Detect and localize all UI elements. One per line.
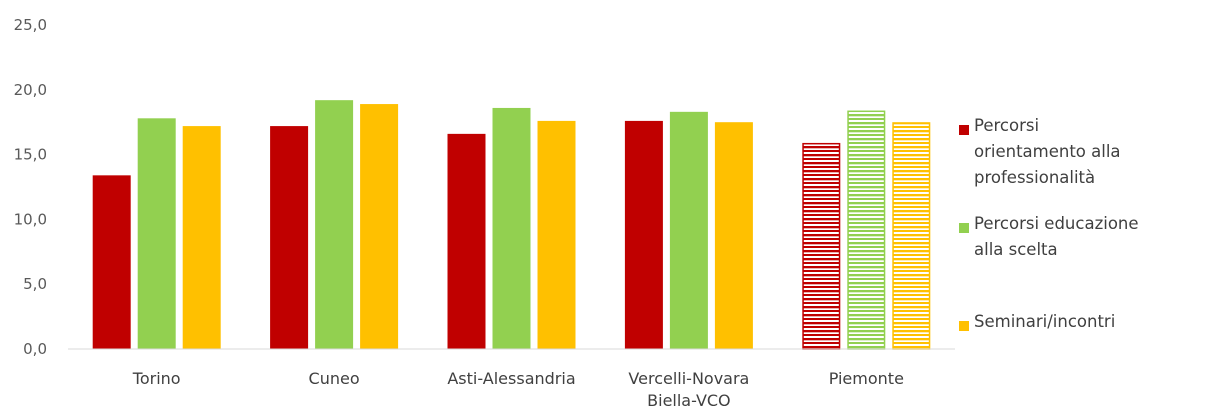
bar <box>182 126 221 349</box>
legend: Percorsi orientamento alla professionalità… <box>959 116 1139 331</box>
legend-swatch <box>959 125 969 135</box>
legend-swatch <box>959 223 969 233</box>
legend-item: Percorsi orientamento alla professionalità <box>959 116 1121 187</box>
y-tick-label: 10,0 <box>14 210 47 228</box>
bar <box>802 142 841 350</box>
y-tick-label: 0,0 <box>23 340 47 358</box>
bar <box>714 122 753 349</box>
plot-area <box>92 100 931 350</box>
bar <box>892 122 931 350</box>
bar <box>492 107 531 349</box>
y-tick-label: 5,0 <box>23 275 47 293</box>
legend-label: Seminari/incontri <box>974 312 1115 331</box>
y-tick-label: 15,0 <box>14 146 47 164</box>
legend-label: Percorsi orientamento alla professionalità <box>974 116 1121 187</box>
bar <box>270 126 309 349</box>
legend-swatch <box>959 321 969 331</box>
y-tick-label: 20,0 <box>14 81 47 99</box>
bar <box>447 133 486 349</box>
x-tick-label: Vercelli-Novara Biella-VCO <box>628 369 749 410</box>
bar <box>624 120 663 350</box>
bar <box>315 100 354 349</box>
x-axis: Torino Cuneo Asti-Alessandria Vercelli-Nova… <box>132 369 904 410</box>
x-tick-label: Asti-Alessandria <box>447 369 575 388</box>
legend-item: Percorsi educazione alla scelta <box>959 214 1139 259</box>
bar <box>537 120 576 350</box>
bar <box>669 111 708 349</box>
bar <box>92 175 131 349</box>
x-tick-label: Torino <box>132 369 181 388</box>
x-tick-label: Piemonte <box>829 369 904 388</box>
legend-item: Seminari/incontri <box>959 312 1115 331</box>
bar <box>847 110 886 350</box>
x-tick-label: Cuneo <box>309 369 360 388</box>
y-axis: 0,0 5,0 10,0 15,0 20,0 25,0 <box>14 16 47 358</box>
y-tick-label: 25,0 <box>14 16 47 34</box>
bar <box>360 104 399 349</box>
bar <box>137 118 176 349</box>
legend-label: Percorsi educazione alla scelta <box>974 214 1139 259</box>
